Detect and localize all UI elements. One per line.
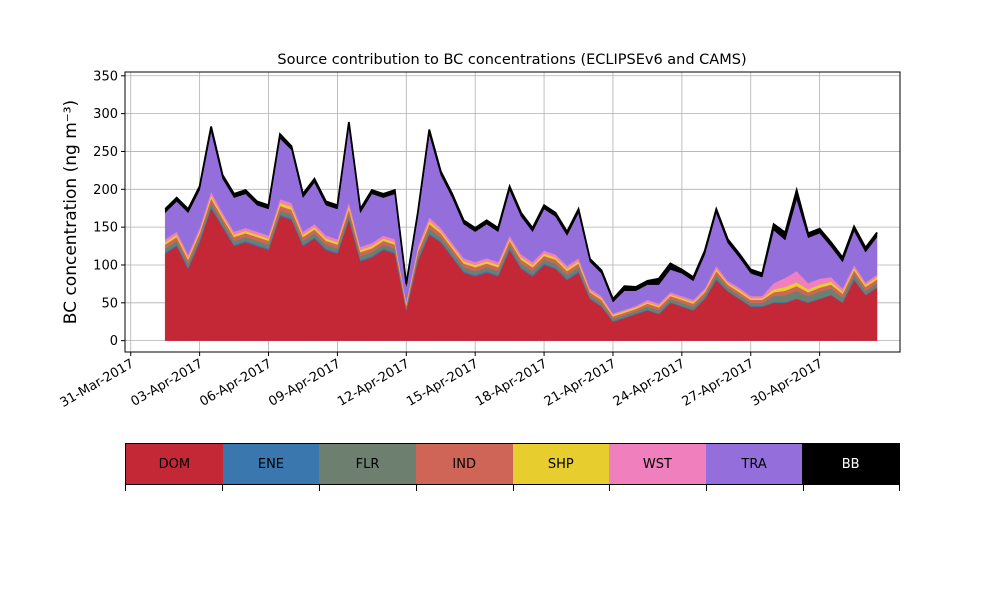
x-tick-label: 15-Apr-2017: [404, 356, 481, 409]
legend-item-shp: SHP: [512, 444, 610, 484]
legend-tick-mark: [706, 485, 708, 491]
x-tick-label: 27-Apr-2017: [680, 356, 757, 409]
x-tick-label: 21-Apr-2017: [542, 356, 619, 409]
legend-item-dom: DOM: [126, 444, 223, 484]
x-tick-label: 09-Apr-2017: [266, 356, 343, 409]
y-tick-label: 50: [101, 296, 118, 311]
legend-tick-mark: [899, 485, 900, 491]
legend-colorbar: DOM ENE FLR IND SHP WST TRA BB: [125, 443, 900, 485]
legend-item-ind: IND: [415, 444, 513, 484]
y-tick-label: 200: [93, 183, 118, 198]
bc-area-chart: Source contribution to BC concentrations…: [58, 52, 901, 411]
x-tick-label: 18-Apr-2017: [473, 356, 550, 409]
x-tick-label: 03-Apr-2017: [129, 356, 206, 409]
y-axis-label: BC concentration (ng m⁻³): [61, 100, 81, 324]
legend-ticks: [125, 485, 900, 491]
x-tick-label: 06-Apr-2017: [197, 356, 274, 409]
stacked-areas: [164, 121, 878, 341]
x-tick-label: 24-Apr-2017: [611, 356, 688, 409]
legend-tick-mark: [125, 485, 126, 491]
chart-title: Source contribution to BC concentrations…: [277, 52, 746, 68]
y-tick-label: 150: [93, 221, 118, 236]
legend-tick-mark: [512, 485, 514, 491]
y-tick-label: 350: [93, 69, 118, 84]
x-tick-label: 30-Apr-2017: [749, 356, 826, 409]
y-tick-label: 0: [110, 334, 118, 349]
x-tick-label: 31-Mar-2017: [58, 356, 137, 410]
legend-item-bb: BB: [802, 444, 899, 484]
legend-tick-mark: [609, 485, 611, 491]
y-axis-ticks: 0 50 100 150 200 250 300 350: [93, 69, 125, 349]
y-tick-label: 300: [93, 107, 118, 122]
legend-item-flr: FLR: [319, 444, 416, 484]
plot-frame: [124, 71, 901, 353]
y-tick-label: 250: [93, 145, 118, 160]
x-axis-ticks: 31-Mar-201703-Apr-201706-Apr-201709-Apr-…: [58, 352, 826, 411]
legend-tick-mark: [318, 485, 320, 491]
legend-item-wst: WST: [609, 444, 706, 484]
legend-tick-mark: [221, 485, 223, 491]
x-tick-label: 12-Apr-2017: [335, 356, 412, 409]
legend-item-ene: ENE: [222, 444, 320, 484]
total-line: [164, 121, 878, 301]
legend-tick-mark: [415, 485, 417, 491]
legend-tick-mark: [803, 485, 805, 491]
y-tick-label: 100: [93, 258, 118, 273]
legend-item-tra: TRA: [705, 444, 803, 484]
